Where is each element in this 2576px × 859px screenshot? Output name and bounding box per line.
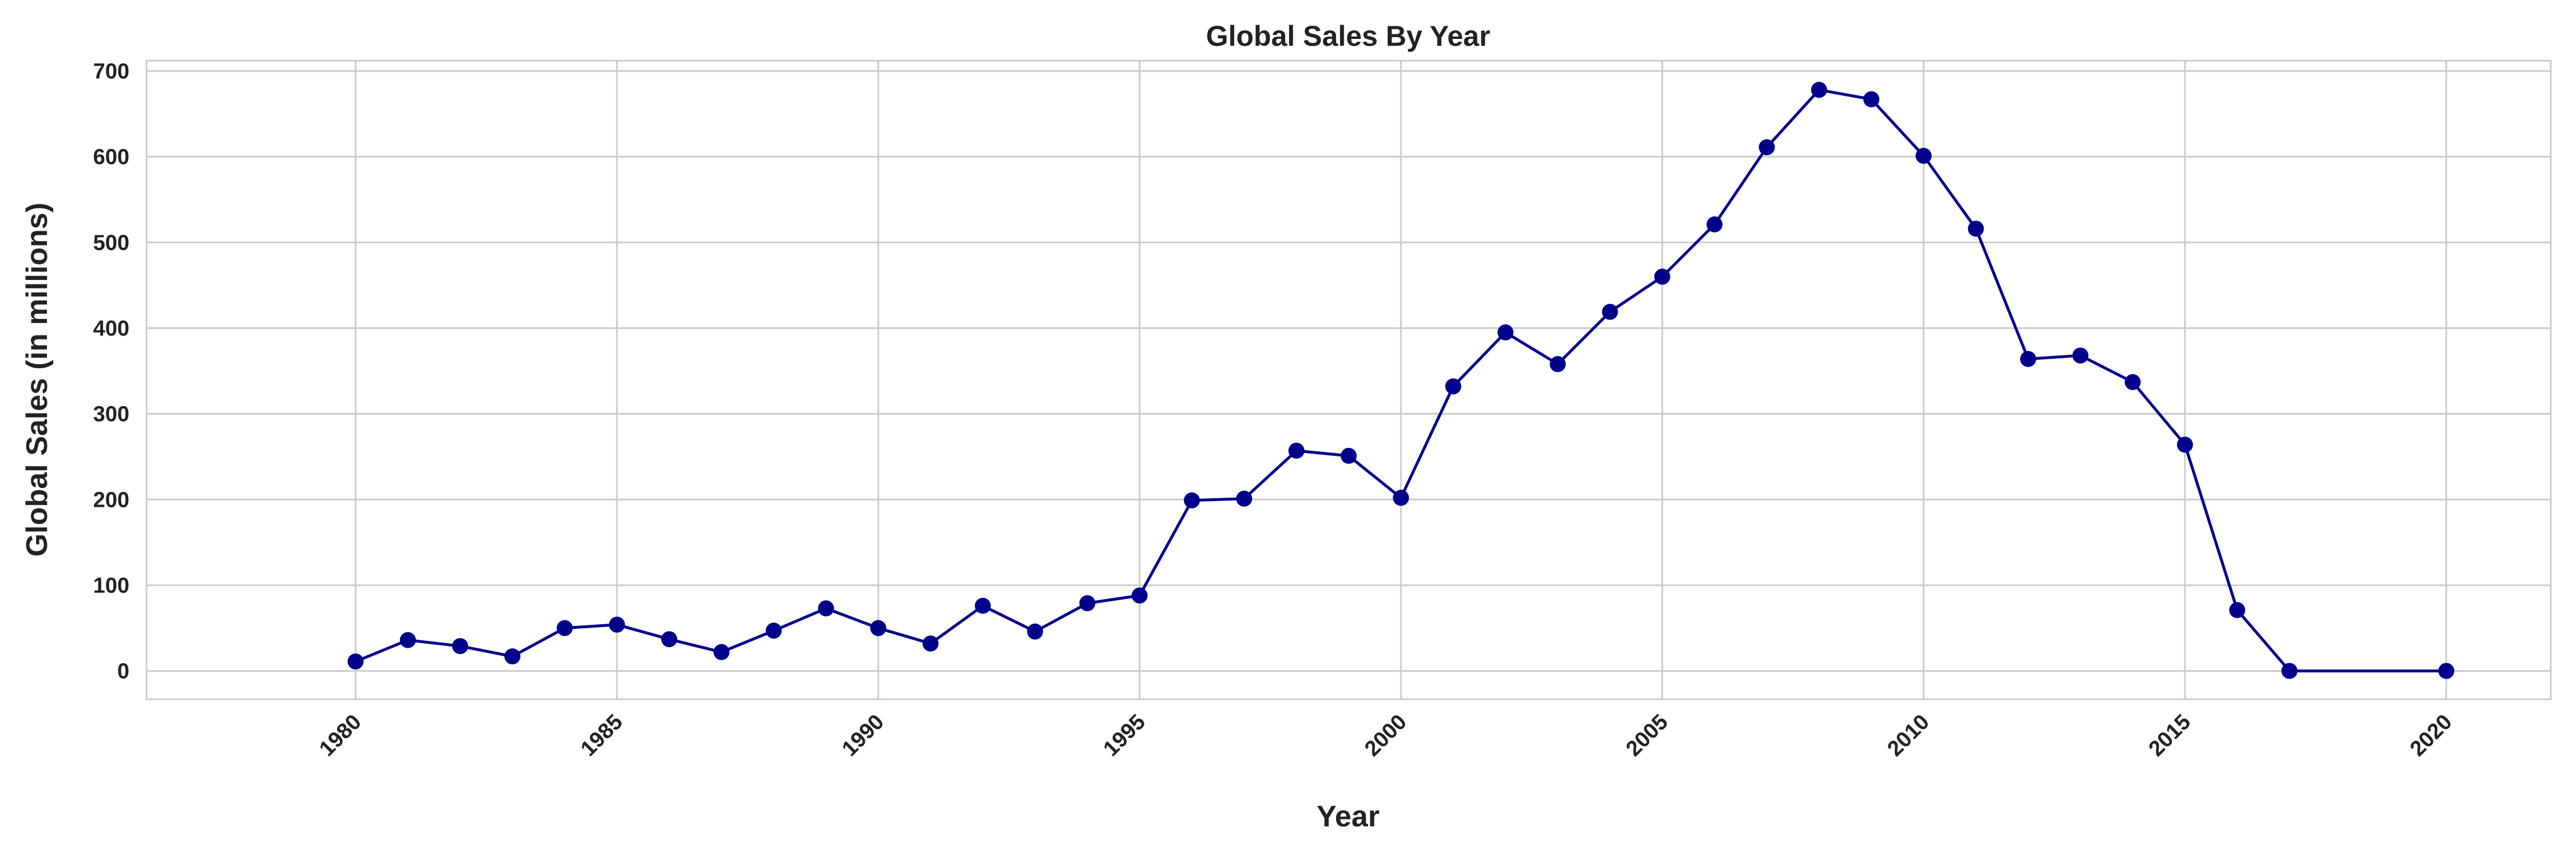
data-point bbox=[1550, 356, 1566, 372]
data-point bbox=[504, 648, 521, 665]
data-point bbox=[1915, 148, 1932, 164]
data-point bbox=[1236, 490, 1253, 507]
x-tick-labels: 1980 1985 1990 1995 2000 2005 2010 2015 2020 bbox=[315, 710, 2457, 761]
data-point bbox=[1184, 492, 1200, 509]
x-tick-label: 1995 bbox=[1099, 710, 1150, 761]
data-point bbox=[1967, 220, 1984, 237]
x-axis-label: Year bbox=[1317, 800, 1380, 833]
y-tick-label: 200 bbox=[93, 488, 129, 512]
x-tick-label: 2005 bbox=[1622, 710, 1673, 761]
y-tick-label: 400 bbox=[93, 317, 129, 341]
data-point bbox=[609, 616, 625, 633]
data-point bbox=[817, 600, 834, 617]
data-point bbox=[2072, 347, 2089, 364]
x-tick-label: 1980 bbox=[315, 710, 366, 761]
x-tick-label: 2010 bbox=[1883, 710, 1934, 761]
data-point bbox=[2020, 350, 2036, 367]
data-point bbox=[347, 653, 364, 670]
data-point bbox=[1079, 595, 1096, 612]
data-point bbox=[974, 597, 991, 614]
y-axis-label: Global Sales (in millions) bbox=[21, 203, 54, 557]
data-point bbox=[1341, 447, 1357, 464]
x-tick-label: 1985 bbox=[576, 710, 627, 761]
data-point bbox=[1863, 91, 1880, 108]
y-tick-label: 500 bbox=[93, 231, 129, 255]
data-point bbox=[1706, 216, 1723, 233]
y-tick-labels: 0 100 200 300 400 500 600 700 bbox=[93, 60, 129, 684]
data-point bbox=[1602, 304, 1618, 320]
data-point bbox=[452, 638, 468, 655]
data-point bbox=[1759, 139, 1775, 156]
data-point bbox=[400, 632, 416, 648]
data-point bbox=[765, 622, 782, 639]
x-tick-label: 2020 bbox=[2405, 710, 2456, 761]
data-point bbox=[2124, 374, 2141, 391]
y-tick-label: 0 bbox=[117, 660, 129, 684]
data-point bbox=[1027, 623, 1044, 640]
series bbox=[347, 81, 2455, 679]
y-tick-label: 700 bbox=[93, 60, 129, 84]
chart-title: Global Sales By Year bbox=[1206, 20, 1491, 52]
data-point bbox=[556, 620, 573, 636]
data-point bbox=[1393, 490, 1409, 506]
data-point bbox=[1445, 378, 1461, 395]
data-point bbox=[661, 631, 678, 648]
y-tick-label: 600 bbox=[93, 145, 129, 170]
data-point bbox=[1288, 442, 1305, 459]
data-point bbox=[713, 644, 730, 660]
gridlines bbox=[147, 61, 2551, 699]
y-tick-label: 100 bbox=[93, 574, 129, 598]
data-point bbox=[922, 635, 939, 652]
y-tick-label: 300 bbox=[93, 403, 129, 427]
x-tick-label: 2015 bbox=[2144, 710, 2195, 761]
data-point bbox=[1654, 269, 1670, 285]
data-point bbox=[1811, 81, 1827, 98]
data-point bbox=[2176, 436, 2193, 453]
data-point bbox=[870, 620, 887, 636]
data-point bbox=[1497, 324, 1514, 341]
data-point bbox=[1131, 587, 1148, 604]
data-point bbox=[2229, 602, 2246, 618]
x-tick-label: 2000 bbox=[1360, 710, 1411, 761]
plot-frame bbox=[145, 60, 2552, 700]
x-tick-label: 1990 bbox=[837, 710, 888, 761]
data-point bbox=[2281, 663, 2298, 679]
data-point bbox=[2438, 663, 2455, 679]
